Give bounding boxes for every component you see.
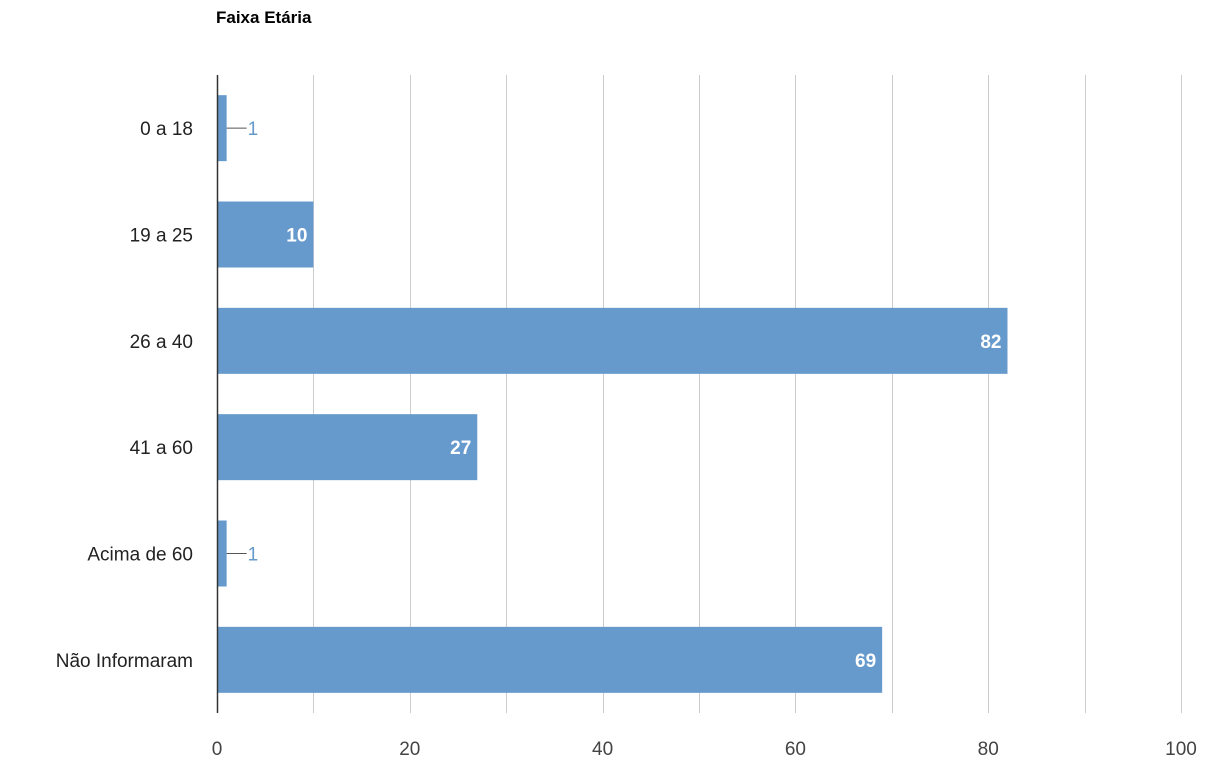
bar <box>217 520 227 587</box>
chart-title: Faixa Etária <box>216 8 312 27</box>
data-label: 27 <box>450 438 471 459</box>
bar <box>217 201 314 268</box>
x-tick-label: 100 <box>1165 739 1197 760</box>
category-label: 0 a 18 <box>140 119 193 140</box>
data-label: 69 <box>855 651 876 672</box>
data-label: 1 <box>248 545 259 566</box>
bar <box>217 95 227 162</box>
category-label: 41 a 60 <box>130 438 193 459</box>
category-label: 19 a 25 <box>130 226 193 247</box>
bar <box>217 307 1008 374</box>
x-tick-label: 20 <box>399 739 420 760</box>
bar <box>217 414 478 481</box>
category-label: Acima de 60 <box>87 545 193 566</box>
category-label: Não Informaram <box>56 651 193 672</box>
x-tick-label: 80 <box>978 739 999 760</box>
data-label: 10 <box>286 226 307 247</box>
x-tick-label: 40 <box>592 739 613 760</box>
data-label: 82 <box>980 332 1001 353</box>
x-tick-label: 60 <box>785 739 806 760</box>
category-label: 26 a 40 <box>130 332 193 353</box>
bar <box>217 626 883 693</box>
x-tick-label: 0 <box>212 739 223 760</box>
data-label: 1 <box>248 119 259 140</box>
